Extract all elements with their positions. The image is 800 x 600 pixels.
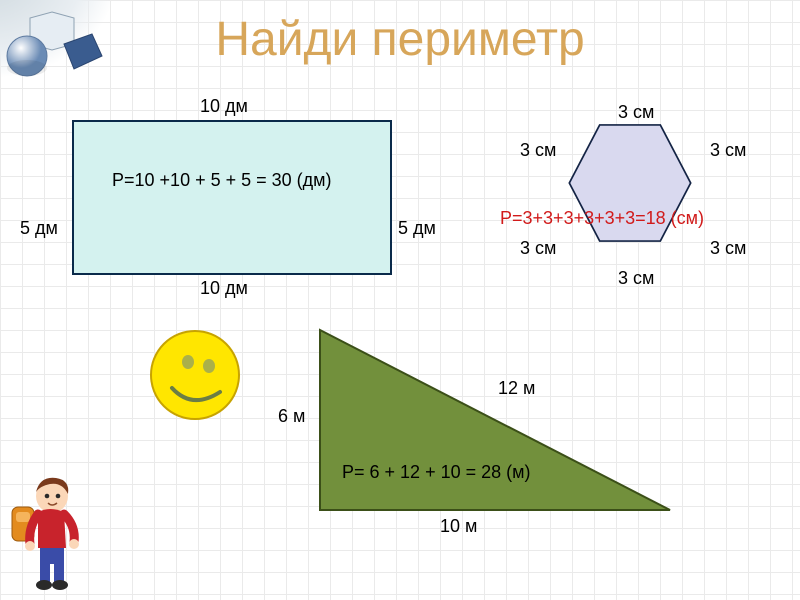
slide: Найди периметр 10 дм 10 дм 5 дм 5 дм Р=1… xyxy=(0,0,800,600)
rect-label-left: 5 дм xyxy=(20,218,58,239)
tri-label-bottom: 10 м xyxy=(440,516,477,537)
triangle-shape xyxy=(300,320,680,520)
rect-label-right: 5 дм xyxy=(398,218,436,239)
rectangle-shape xyxy=(72,120,392,275)
hex-formula: Р=3+3+3+3+3+3=18 (см) xyxy=(500,208,704,229)
hex-label-bottom: 3 см xyxy=(618,268,654,289)
boy-clipart-icon xyxy=(10,472,90,592)
smiley-face-icon xyxy=(152,332,242,422)
hex-label-tr: 3 см xyxy=(710,140,746,161)
tri-label-hyp: 12 м xyxy=(498,378,535,399)
hex-label-bl: 3 см xyxy=(520,238,556,259)
page-title: Найди периметр xyxy=(0,12,800,67)
hex-label-top: 3 см xyxy=(618,102,654,123)
rect-label-bottom: 10 дм xyxy=(200,278,248,299)
rect-formula: Р=10 +10 + 5 + 5 = 30 (дм) xyxy=(112,170,332,191)
smiley-shape xyxy=(150,330,240,420)
tri-formula: Р= 6 + 12 + 10 = 28 (м) xyxy=(342,462,531,483)
tri-label-left: 6 м xyxy=(278,406,305,427)
hex-label-br: 3 см xyxy=(710,238,746,259)
rect-label-top: 10 дм xyxy=(200,96,248,117)
hex-label-tl: 3 см xyxy=(520,140,556,161)
